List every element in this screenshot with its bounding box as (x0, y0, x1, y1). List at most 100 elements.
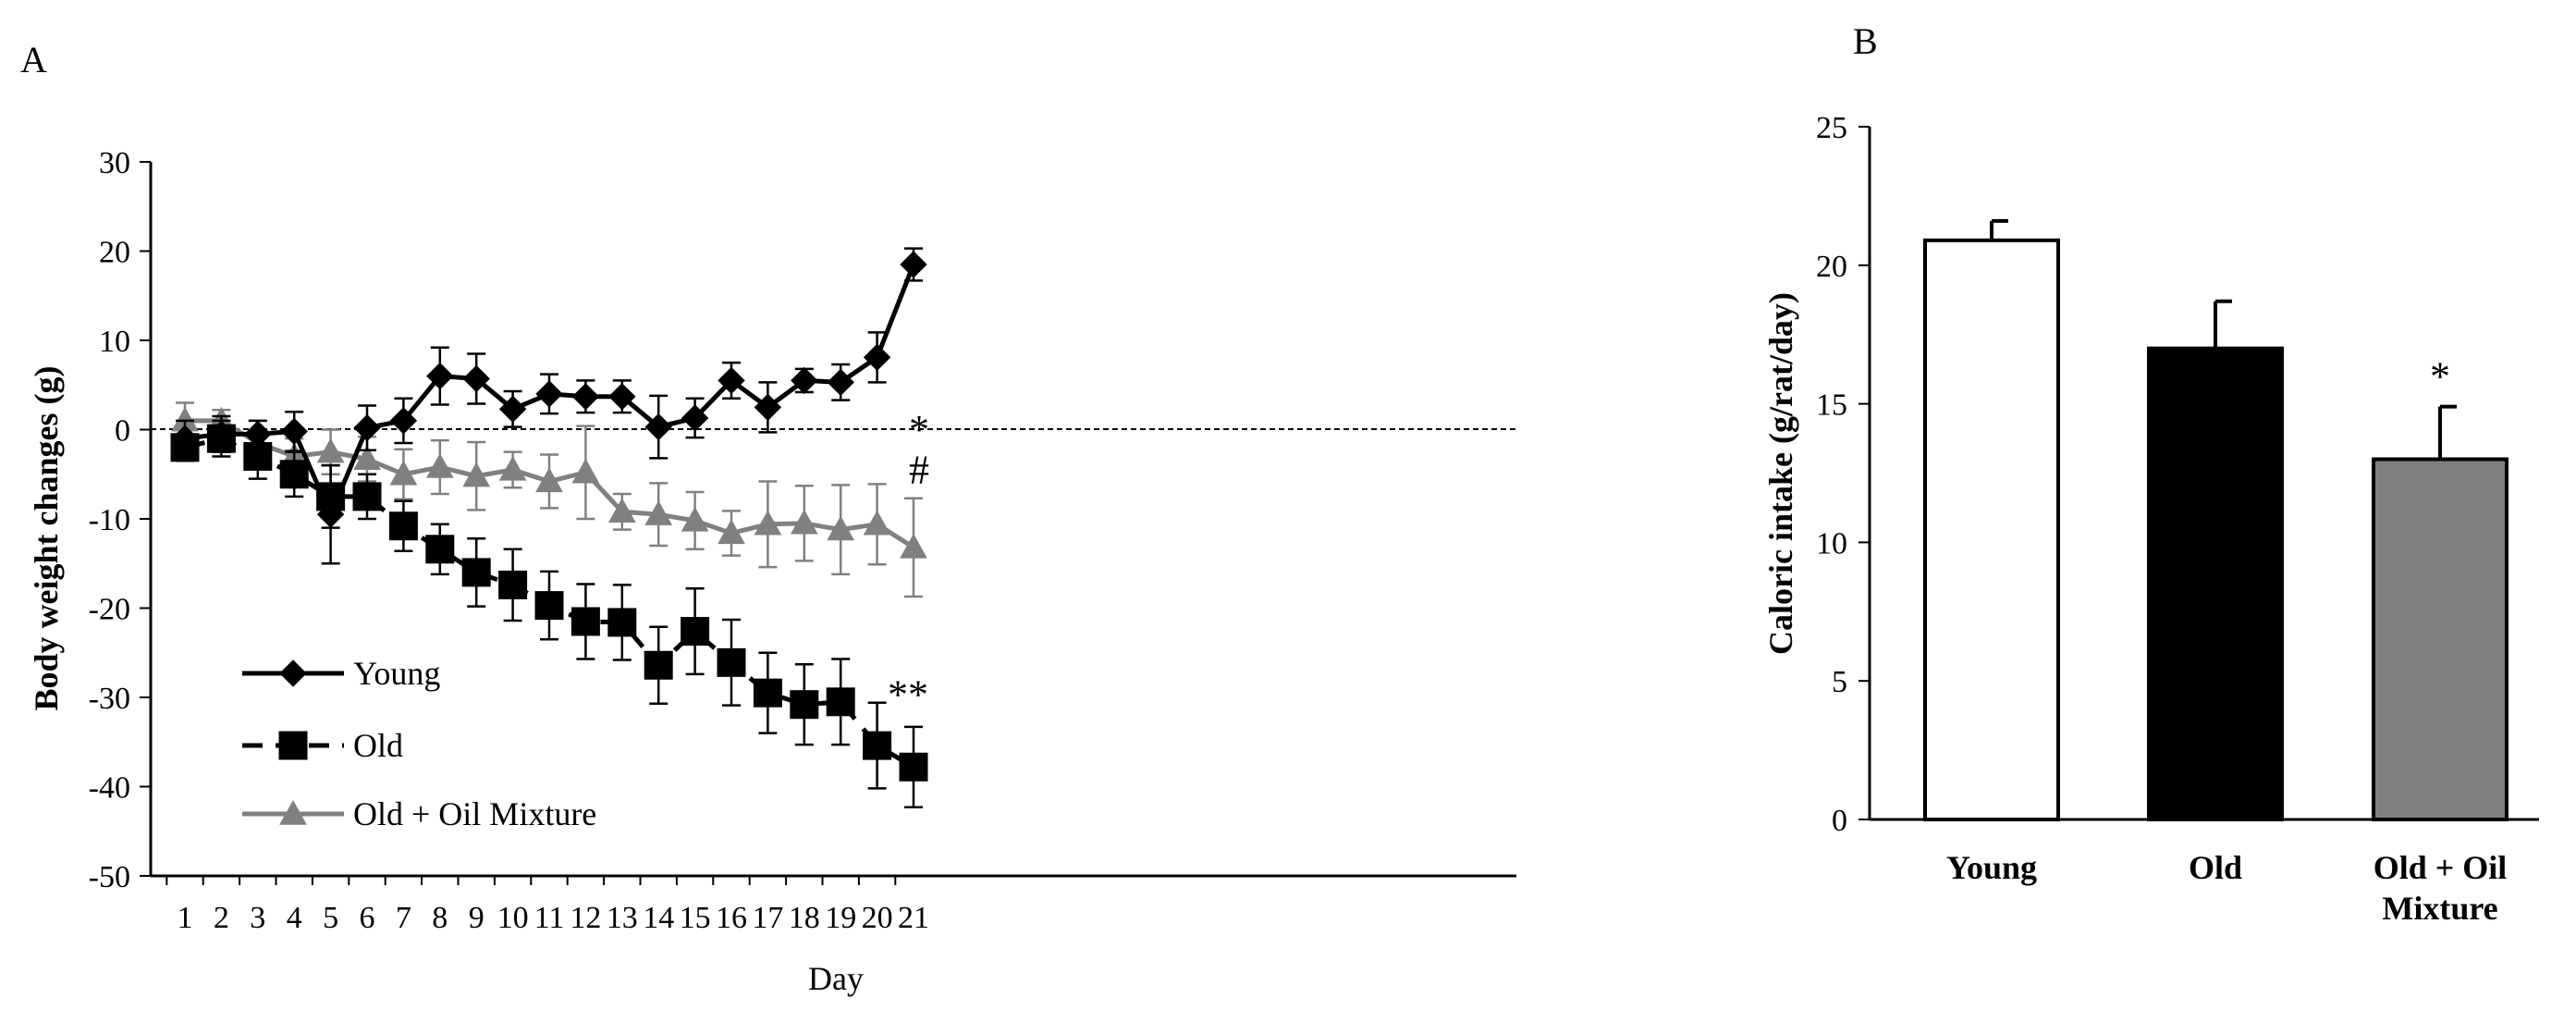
panel-a-y-tick-label: -30 (89, 682, 130, 716)
panel-b-y-tick-label: 25 (1816, 111, 1847, 145)
data-point (389, 460, 418, 486)
panel-a-x-tick-label: 21 (898, 901, 929, 935)
panel-a-y-tick-label: 20 (99, 236, 130, 270)
data-point (389, 407, 418, 435)
data-point (644, 413, 672, 441)
data-point (426, 362, 454, 390)
panel-a-y-tick-label: 30 (99, 146, 130, 180)
legend-label: Old + Oil Mixture (353, 795, 596, 832)
data-point (754, 393, 782, 422)
significance-mark: ** (888, 672, 928, 718)
panel-a-legend: Young Old Old + Oil Mixture (242, 655, 596, 832)
data-point (461, 558, 491, 587)
data-point (607, 608, 637, 637)
data-point (171, 425, 199, 452)
data-point (571, 458, 600, 484)
panel-a-x-tick-label: 7 (396, 901, 411, 935)
panel-a-x-tick-label: 4 (287, 901, 302, 935)
panel-a-x-tick-label: 9 (469, 901, 485, 935)
panel-b-category-label: Old + Oil (2374, 849, 2508, 886)
data-point (790, 509, 818, 535)
panel-a-x-tick-label: 16 (716, 901, 747, 935)
data-point (425, 535, 455, 564)
data-point (827, 515, 855, 541)
data-point (681, 506, 709, 532)
legend-marker (278, 731, 308, 760)
data-point (863, 510, 891, 536)
data-point (754, 510, 782, 536)
panel-b-y-tick-label: 0 (1832, 804, 1847, 838)
data-point (498, 570, 528, 599)
panel-a-x-tick-label: 14 (643, 901, 674, 935)
panel-b-category-label: Old (2189, 849, 2242, 886)
data-point (244, 420, 272, 449)
panel-a-x-tick-label: 15 (680, 901, 711, 935)
data-point (607, 498, 636, 523)
panel-b-y-tick-label: 5 (1832, 665, 1847, 699)
data-point (571, 383, 600, 411)
data-point (316, 437, 345, 463)
data-point (498, 455, 527, 481)
data-point (280, 417, 308, 446)
panel-b-y-tick-label: 20 (1816, 250, 1847, 284)
panel-a-x-axis-title: Day (808, 960, 864, 997)
panel-b-bar-chart: B Caloric intake (g/rat/day) 2520151050 … (1762, 20, 2539, 927)
panel-b-category-label: Mixture (2382, 890, 2497, 927)
panel-a-x-tick-label: 12 (570, 901, 601, 935)
data-point (718, 519, 745, 545)
panel-a-x-tick-label: 2 (214, 901, 229, 935)
data-point (352, 482, 382, 511)
significance-mark: # (909, 447, 929, 492)
data-point (681, 617, 710, 647)
data-point (791, 366, 818, 395)
data-point (644, 650, 673, 680)
data-point (827, 368, 854, 397)
panel-a-x-tick-label: 11 (534, 901, 565, 935)
panel-a-x-tick-label: 19 (825, 901, 856, 935)
bar (1923, 238, 2060, 821)
panel-a-y-tick-label: -50 (89, 860, 130, 894)
panel-a-x-tick-label: 13 (607, 901, 638, 935)
legend-marker (279, 799, 307, 825)
data-point (863, 343, 891, 372)
data-point (535, 467, 563, 493)
data-point (353, 413, 381, 442)
data-point (899, 752, 928, 782)
data-point (681, 404, 709, 432)
panel-a-x-tick-label: 6 (360, 901, 375, 935)
data-point (462, 364, 490, 393)
bar (2147, 346, 2284, 821)
panel-a-x-tick-label: 5 (323, 901, 338, 935)
data-point (316, 500, 345, 528)
legend-label: Young (353, 655, 440, 692)
significance-mark: * (2430, 354, 2450, 400)
panel-a-y-tick-label: 10 (99, 325, 130, 359)
legend-marker (279, 659, 307, 687)
panel-a-x-tick-label: 8 (432, 901, 448, 935)
panel-a-x-tick-label: 17 (752, 901, 783, 935)
series-young (171, 247, 927, 565)
data-point (570, 607, 600, 636)
data-point (498, 395, 527, 424)
panel-a-y-tick-label: -10 (89, 503, 130, 537)
data-point (718, 366, 745, 395)
data-point (900, 533, 927, 559)
data-point (462, 462, 491, 487)
data-point (644, 500, 673, 525)
panel-a-x-tick-label: 20 (862, 901, 893, 935)
panel-b-y-tick-label: 15 (1816, 388, 1847, 423)
panel-a-x-tick-label: 3 (250, 901, 265, 935)
data-point (900, 251, 927, 278)
panel-a-x-tick-label: 1 (178, 901, 193, 935)
data-point (717, 647, 746, 677)
panel-a-x-tick-label: 10 (497, 901, 529, 935)
data-point (863, 731, 892, 760)
panel-b-y-axis-title: Caloric intake (g/rat/day) (1762, 292, 1799, 655)
data-point (535, 380, 563, 408)
panel-a-label: A (20, 39, 47, 80)
bar (2372, 457, 2509, 821)
data-point (353, 445, 381, 471)
panel-a-line-chart: A Body weight changes (g) Day 30 20 10 0 -10… (20, 39, 1516, 997)
panel-b-label: B (1853, 20, 1878, 62)
